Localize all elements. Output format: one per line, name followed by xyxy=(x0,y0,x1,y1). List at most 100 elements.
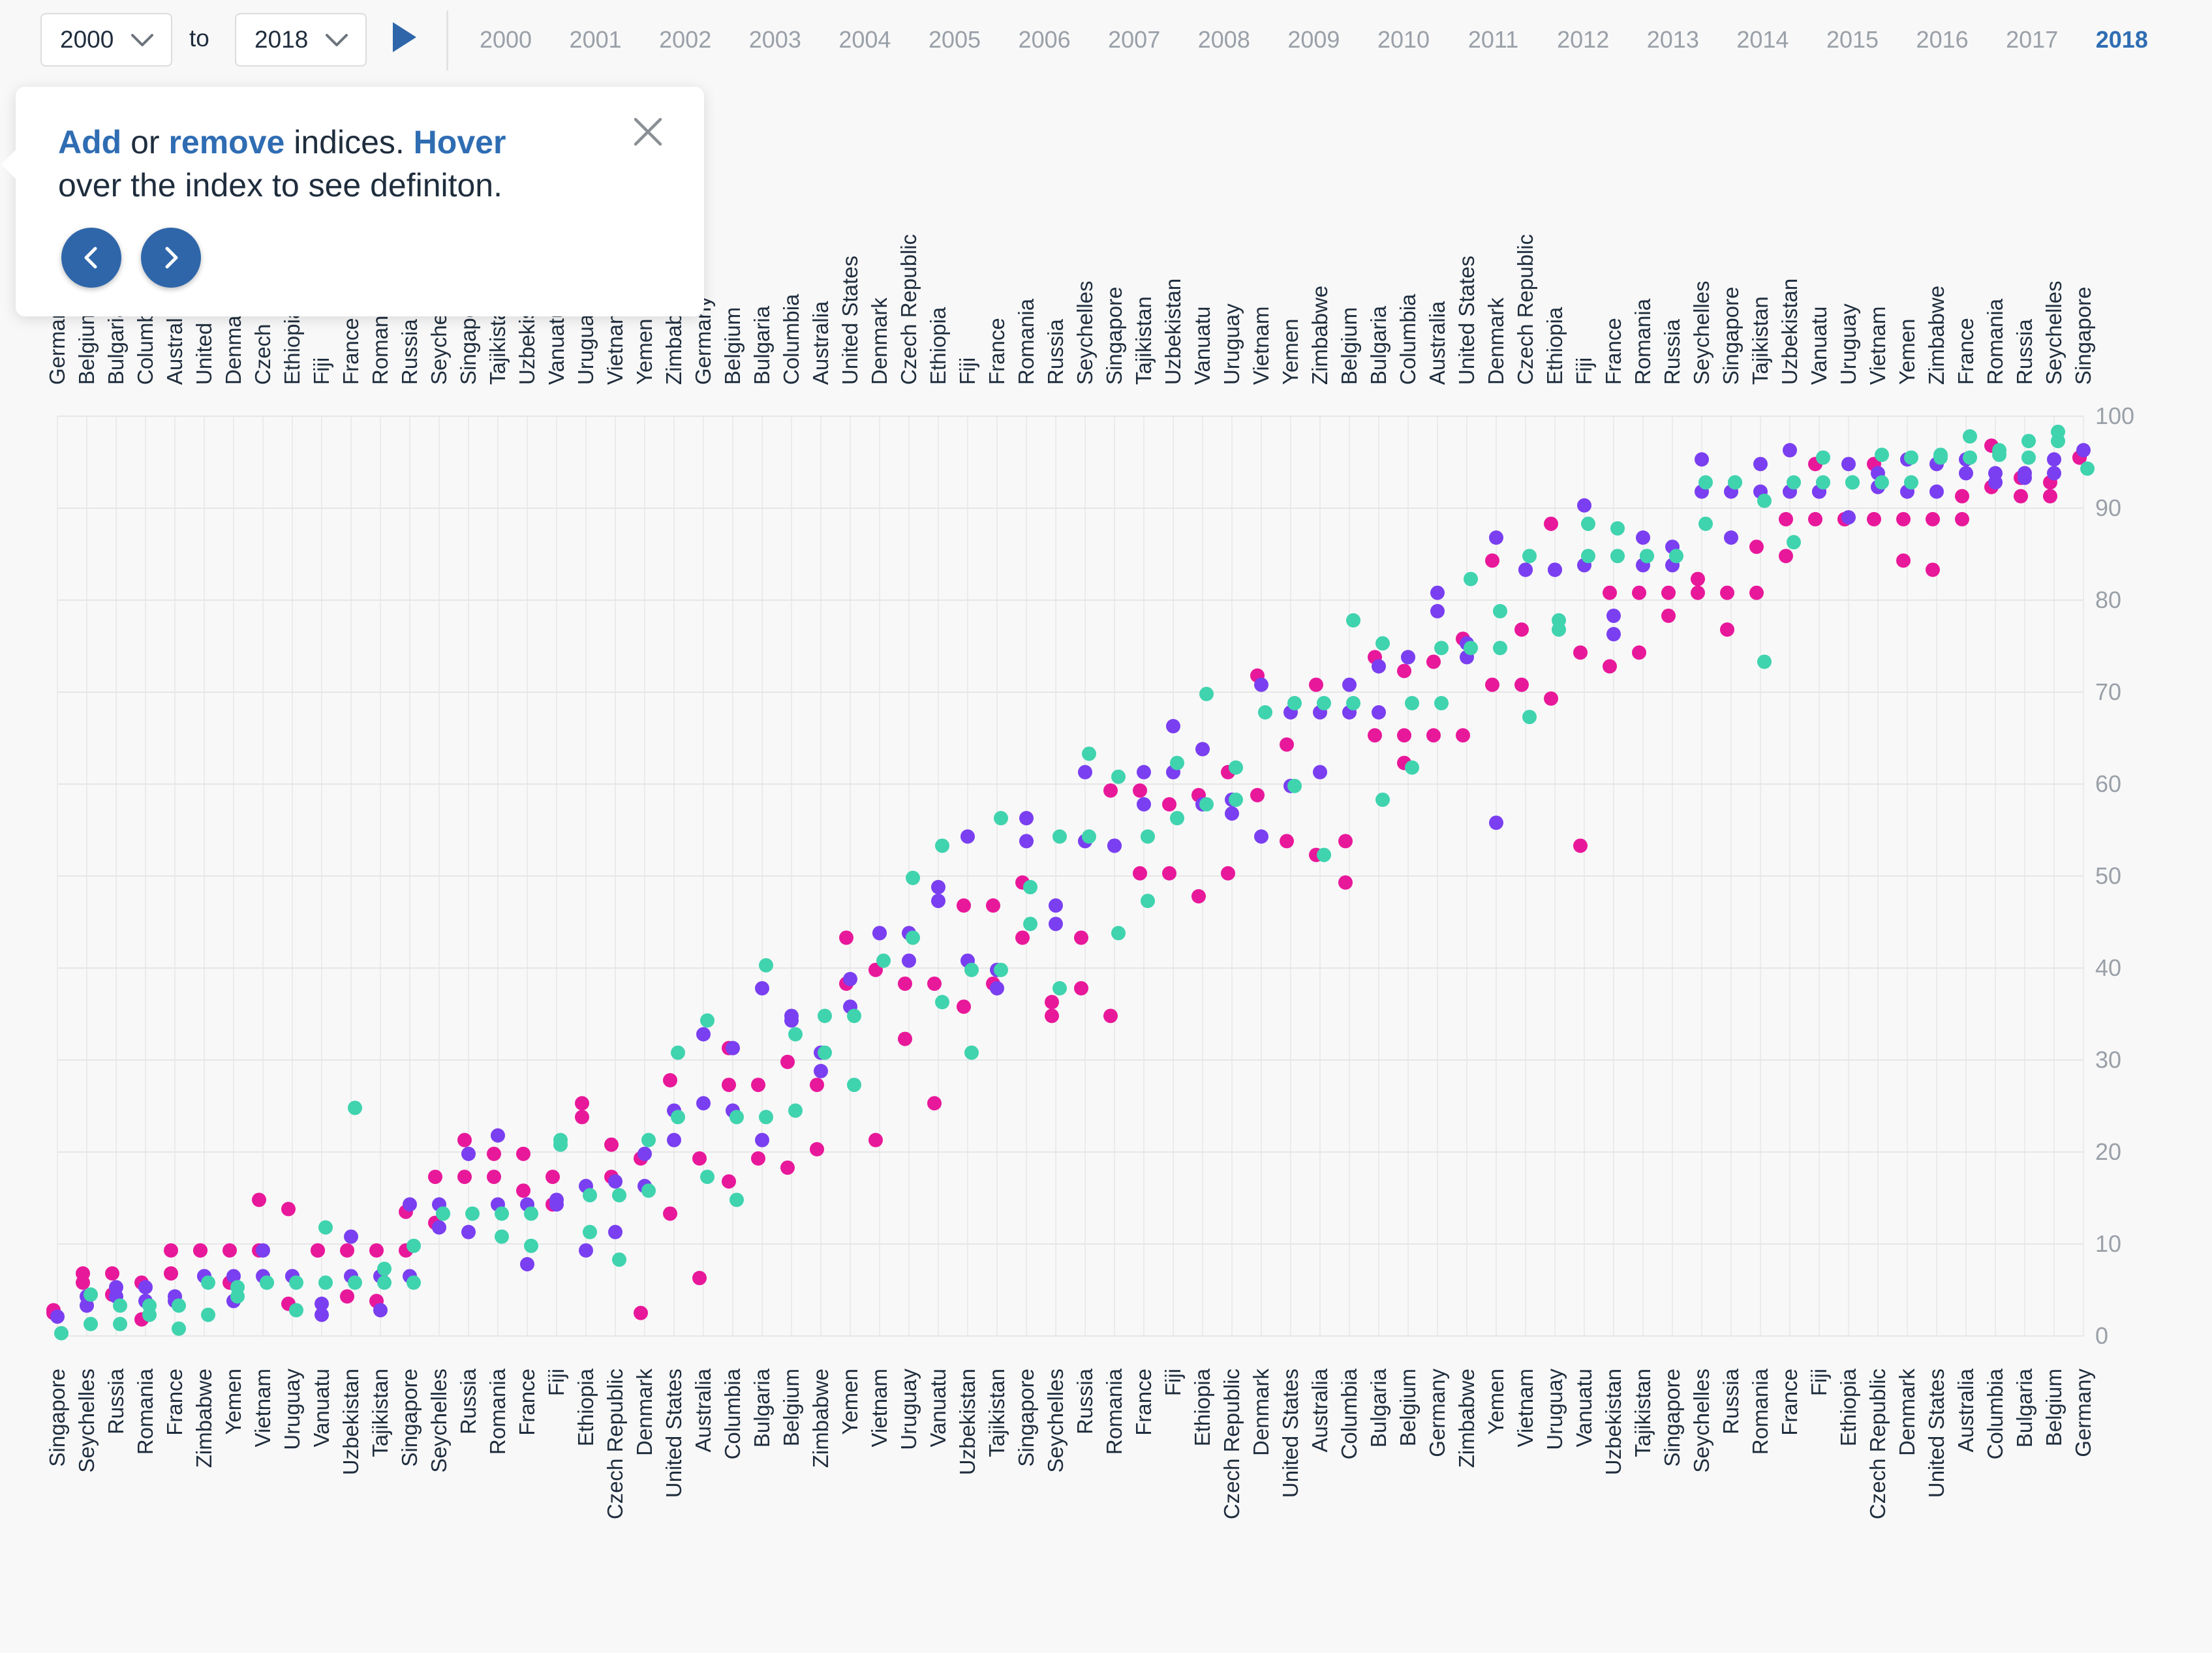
data-point[interactable] xyxy=(344,1229,358,1244)
data-point[interactable] xyxy=(2080,461,2095,476)
data-point[interactable] xyxy=(2018,470,2032,485)
data-point[interactable] xyxy=(751,1151,765,1166)
data-point[interactable] xyxy=(1015,930,1030,945)
top-index-label[interactable]: United States xyxy=(838,256,862,385)
data-point[interactable] xyxy=(1610,521,1625,536)
data-point[interactable] xyxy=(1816,450,1830,465)
data-point[interactable] xyxy=(696,1027,711,1042)
data-point[interactable] xyxy=(1661,608,1676,623)
data-point[interactable] xyxy=(1757,493,1772,508)
top-index-label[interactable]: Belgium xyxy=(1337,307,1361,385)
top-index-label[interactable]: Seychelles xyxy=(1073,281,1097,385)
top-index-label[interactable]: Romania xyxy=(1014,298,1038,385)
data-point[interactable] xyxy=(461,1224,476,1239)
top-index-label[interactable]: Ethiopia xyxy=(926,307,950,385)
top-index-label[interactable]: Denmark xyxy=(867,297,891,385)
data-point[interactable] xyxy=(457,1132,472,1147)
data-point[interactable] xyxy=(318,1275,333,1290)
data-point[interactable] xyxy=(1082,746,1096,761)
data-point[interactable] xyxy=(722,1078,736,1093)
data-point[interactable] xyxy=(1544,691,1558,706)
data-point[interactable] xyxy=(839,930,853,945)
year-2018[interactable]: 2018 xyxy=(2095,26,2148,53)
data-point[interactable] xyxy=(1317,695,1331,710)
data-point[interactable] xyxy=(700,1170,714,1185)
data-point[interactable] xyxy=(260,1275,274,1290)
data-point[interactable] xyxy=(898,1031,912,1046)
top-index-label[interactable]: Vanuatu xyxy=(1190,307,1214,386)
data-point[interactable] xyxy=(1926,562,1940,577)
year-2015[interactable]: 2015 xyxy=(1826,26,1879,53)
bottom-index-label[interactable]: Bulgaria xyxy=(2012,1368,2036,1448)
top-index-label[interactable]: Yemen xyxy=(1278,318,1302,385)
tooltip-prev-button[interactable] xyxy=(61,228,121,288)
data-point[interactable] xyxy=(1401,650,1415,665)
data-point[interactable] xyxy=(730,1192,744,1207)
data-point[interactable] xyxy=(432,1220,446,1235)
data-point[interactable] xyxy=(957,898,971,913)
from-year-select[interactable]: 2000 xyxy=(40,13,172,67)
top-index-label[interactable]: Fiji xyxy=(1572,357,1596,385)
data-point[interactable] xyxy=(252,1192,266,1207)
bottom-index-label[interactable]: Seychelles xyxy=(74,1369,99,1473)
data-point[interactable] xyxy=(369,1243,384,1258)
data-point[interactable] xyxy=(1933,450,1948,465)
data-point[interactable] xyxy=(1199,686,1214,701)
data-point[interactable] xyxy=(1250,787,1265,802)
play-icon[interactable] xyxy=(392,21,418,53)
top-index-label[interactable]: United States xyxy=(1454,256,1479,385)
data-point[interactable] xyxy=(1137,797,1151,812)
top-index-label[interactable]: Tajikistan xyxy=(1131,296,1156,385)
bottom-index-label[interactable]: Fiji xyxy=(1807,1369,1831,1396)
data-point[interactable] xyxy=(1749,585,1764,600)
data-point[interactable] xyxy=(957,999,971,1014)
year-2002[interactable]: 2002 xyxy=(659,26,712,53)
data-point[interactable] xyxy=(671,1110,685,1125)
data-point[interactable] xyxy=(671,1045,685,1060)
data-point[interactable] xyxy=(1052,829,1067,844)
data-point[interactable] xyxy=(1375,636,1390,651)
bottom-index-label[interactable]: Uzbekistan xyxy=(1601,1369,1625,1475)
bottom-index-label[interactable]: Uzbekistan xyxy=(955,1369,979,1475)
data-point[interactable] xyxy=(436,1206,450,1221)
data-point[interactable] xyxy=(172,1321,186,1336)
data-point[interactable] xyxy=(1963,450,1977,465)
top-index-label[interactable]: Uzbekistan xyxy=(1777,279,1802,385)
data-point[interactable] xyxy=(1166,719,1180,734)
data-point[interactable] xyxy=(964,1045,979,1060)
data-point[interactable] xyxy=(1342,677,1357,692)
data-point[interactable] xyxy=(1514,622,1529,637)
data-point[interactable] xyxy=(726,1040,740,1055)
close-icon[interactable] xyxy=(630,114,666,149)
bottom-index-label[interactable]: Singapore xyxy=(1014,1369,1038,1466)
data-point[interactable] xyxy=(553,1132,568,1147)
data-point[interactable] xyxy=(1397,728,1411,743)
data-point[interactable] xyxy=(1464,641,1478,656)
data-point[interactable] xyxy=(516,1146,530,1161)
year-2011[interactable]: 2011 xyxy=(1467,26,1519,53)
bottom-index-label[interactable]: Yemen xyxy=(1484,1369,1508,1435)
data-point[interactable] xyxy=(1258,705,1272,720)
top-index-label[interactable]: Russia xyxy=(397,318,422,385)
bottom-index-label[interactable]: Fiji xyxy=(544,1369,568,1396)
data-point[interactable] xyxy=(2047,452,2061,467)
data-point[interactable] xyxy=(1720,622,1734,637)
data-point[interactable] xyxy=(407,1275,421,1290)
data-point[interactable] xyxy=(935,995,949,1010)
bottom-index-label[interactable]: Vanuatu xyxy=(1572,1369,1596,1448)
bottom-index-label[interactable]: France xyxy=(162,1369,187,1436)
data-point[interactable] xyxy=(524,1238,538,1253)
top-index-label[interactable]: Singapore xyxy=(2071,287,2095,385)
data-point[interactable] xyxy=(1988,466,2003,481)
bottom-index-label[interactable]: Columbia xyxy=(1337,1368,1361,1459)
data-point[interactable] xyxy=(487,1170,501,1185)
data-point[interactable] xyxy=(868,1132,883,1147)
data-point[interactable] xyxy=(1544,516,1558,531)
data-point[interactable] xyxy=(516,1183,530,1198)
bottom-index-label[interactable]: Bulgaria xyxy=(1366,1368,1390,1448)
bottom-index-label[interactable]: Vanuatu xyxy=(309,1369,333,1448)
bottom-index-label[interactable]: United States xyxy=(662,1369,686,1498)
bottom-index-label[interactable]: Russia xyxy=(104,1368,128,1434)
data-point[interactable] xyxy=(1191,889,1206,904)
year-2009[interactable]: 2009 xyxy=(1287,26,1340,53)
